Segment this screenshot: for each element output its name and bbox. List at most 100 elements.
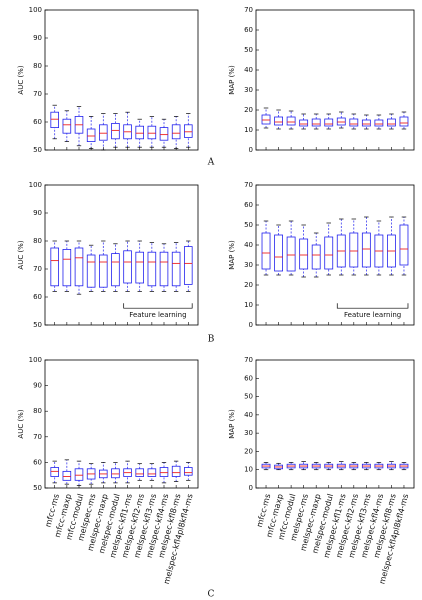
y-tick-label: 80 [33,237,42,245]
panel-label: A [207,158,215,168]
box [147,125,157,140]
box [86,254,96,288]
y-tick-label: 80 [33,62,42,70]
y-tick-label: 70 [244,6,253,14]
box [183,467,193,476]
plot-frame [44,359,199,489]
box [387,118,396,127]
y-tick-label: 30 [244,261,253,269]
y-tick-label: 50 [33,484,42,492]
y-tick-label: 30 [244,86,253,94]
box [361,232,371,268]
box [349,232,359,268]
y-tick-label: 50 [244,46,253,54]
box [171,124,181,140]
box [171,251,181,287]
box [286,116,296,126]
y-tick-label: 30 [244,429,253,437]
y-tick-label: 60 [33,458,42,466]
y-axis-label: MAP (%) [228,409,236,439]
box [299,119,309,127]
y-tick-label: 100 [29,6,42,14]
y-tick-label: 70 [33,433,42,441]
y-axis-label: AUC (%) [17,240,25,269]
y-tick-label: 0 [249,484,253,492]
y-tick-label: 100 [29,356,42,364]
box [261,232,271,270]
panel-label: C [208,590,215,600]
box [349,118,359,127]
box [361,119,371,127]
y-tick-label: 50 [33,146,42,154]
box [299,238,309,270]
y-axis-label: AUC (%) [17,65,25,94]
box [135,468,144,477]
box [286,236,296,272]
annotation: Feature learning [129,311,186,319]
y-tick-label: 90 [33,34,42,42]
y-tick-label: 40 [244,411,253,419]
box [99,124,108,141]
box [159,127,169,141]
box [50,247,59,287]
y-tick-label: 70 [244,181,253,189]
box [111,253,120,287]
y-tick-label: 80 [33,407,42,415]
y-tick-label: 20 [244,447,253,455]
y-tick-label: 60 [33,293,42,301]
box [74,247,84,287]
box [374,119,384,127]
box [50,111,59,128]
box [311,244,321,270]
box [274,234,283,272]
box [62,118,72,134]
y-tick-label: 100 [29,181,42,189]
box [111,123,120,140]
plot-frame [255,184,415,326]
box [50,467,59,477]
box [183,246,193,285]
y-tick-label: 90 [33,209,42,217]
y-tick-label: 10 [244,466,253,474]
box [99,254,108,288]
y-tick-label: 20 [244,281,253,289]
y-tick-label: 60 [244,26,253,34]
y-axis-label: MAP (%) [228,240,236,270]
y-tick-label: 60 [244,374,253,382]
y-axis-label: AUC (%) [17,409,25,438]
box [171,465,181,477]
box [135,251,144,284]
y-tick-label: 70 [33,90,42,98]
plot-frame [44,9,199,151]
plot-frame [255,9,415,151]
y-tick-label: 60 [33,118,42,126]
bracket [123,303,193,309]
box [135,125,144,140]
box [399,116,409,127]
bracket [336,303,409,309]
plot-frame [255,359,415,489]
box [111,468,120,479]
y-axis-label: MAP (%) [228,65,236,95]
y-tick-label: 50 [33,321,42,329]
annotation: Feature learning [344,311,401,319]
box [183,124,193,138]
y-tick-label: 0 [249,146,253,154]
box [324,118,334,127]
y-tick-label: 90 [33,382,42,390]
box [62,248,72,287]
box [147,251,157,287]
y-tick-label: 40 [244,241,253,249]
box [336,117,346,126]
box [274,116,283,126]
box [261,114,271,125]
box [62,470,72,481]
box [324,236,334,270]
box [159,467,169,477]
y-tick-label: 10 [244,301,253,309]
plot-frame [44,184,199,326]
panel-label: B [208,335,215,345]
y-tick-label: 50 [244,221,253,229]
box [311,118,321,127]
